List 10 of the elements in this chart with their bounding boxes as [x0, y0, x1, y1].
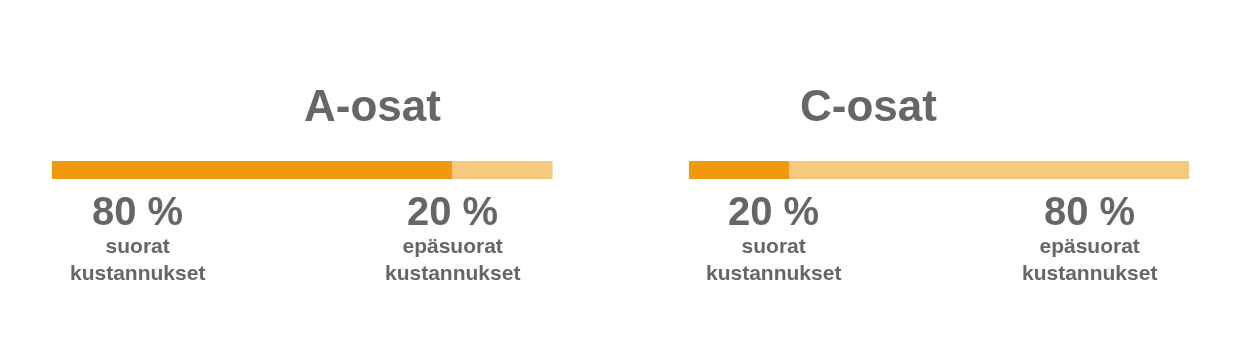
text: epäsuorat kustannukset — [385, 234, 521, 285]
data-label: 80 % — [1044, 189, 1136, 233]
text: suorat kustannukset — [70, 234, 206, 285]
text: suorat kustannukset — [706, 234, 842, 285]
data-label: 20 % — [407, 189, 499, 233]
data-label: 80 % — [92, 189, 184, 233]
text: epäsuorat kustannukset — [1022, 234, 1158, 285]
chart-title: A-osat — [304, 81, 442, 130]
data-label: 20 % — [728, 189, 820, 233]
chart-title: C-osat — [800, 81, 938, 130]
